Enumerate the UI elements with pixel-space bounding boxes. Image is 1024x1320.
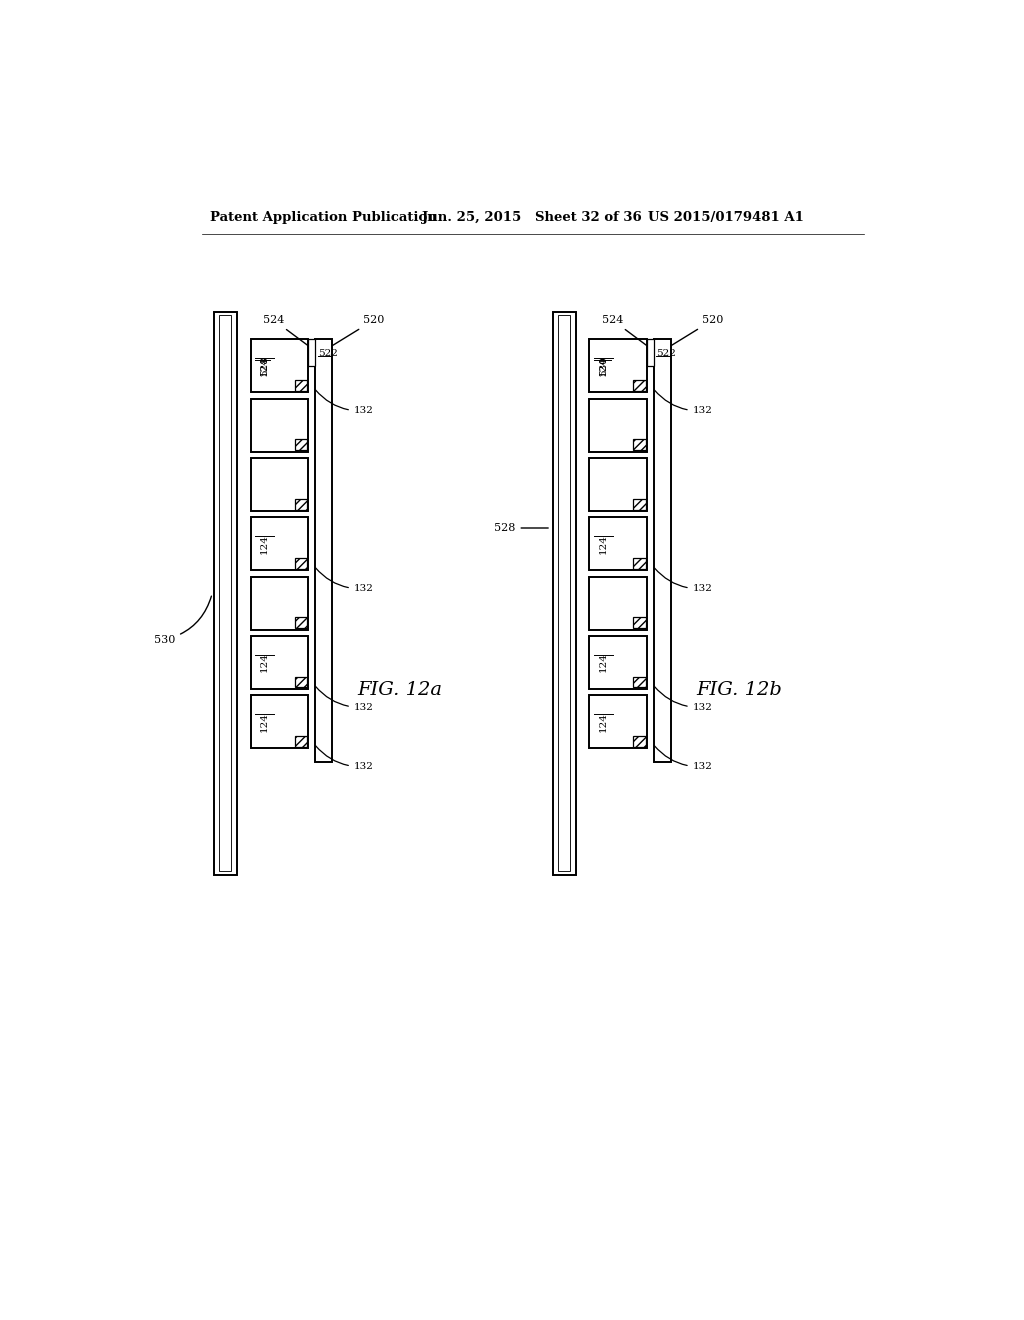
- Bar: [590, 458, 647, 511]
- Bar: [295, 558, 307, 569]
- Text: 530: 530: [599, 356, 608, 376]
- Bar: [315, 339, 333, 762]
- Bar: [251, 517, 308, 570]
- Text: Jun. 25, 2015: Jun. 25, 2015: [422, 211, 521, 224]
- Bar: [251, 458, 308, 511]
- Bar: [214, 313, 237, 875]
- Bar: [295, 440, 307, 450]
- Text: 124: 124: [599, 652, 608, 672]
- Bar: [251, 399, 308, 451]
- Bar: [295, 380, 307, 391]
- Text: 528: 528: [260, 356, 269, 376]
- Bar: [590, 339, 647, 392]
- Bar: [634, 440, 646, 450]
- Bar: [251, 636, 308, 689]
- Text: 124: 124: [260, 711, 269, 731]
- Text: 124: 124: [260, 652, 269, 672]
- Text: 528: 528: [495, 523, 548, 533]
- Text: 132: 132: [315, 746, 374, 771]
- Text: 132: 132: [315, 389, 374, 416]
- Bar: [295, 737, 307, 747]
- Bar: [634, 499, 646, 510]
- Text: 520: 520: [671, 315, 723, 346]
- Bar: [590, 577, 647, 630]
- Bar: [295, 677, 307, 688]
- Bar: [590, 696, 647, 748]
- Text: 132: 132: [654, 746, 713, 771]
- Text: 124: 124: [599, 533, 608, 553]
- Text: 132: 132: [654, 568, 713, 593]
- Bar: [590, 517, 647, 570]
- Text: US 2015/0179481 A1: US 2015/0179481 A1: [648, 211, 804, 224]
- Text: 132: 132: [654, 686, 713, 711]
- Bar: [634, 380, 646, 391]
- Text: 132: 132: [315, 686, 374, 711]
- Bar: [634, 677, 646, 688]
- Text: Sheet 32 of 36: Sheet 32 of 36: [535, 211, 642, 224]
- Text: 124: 124: [260, 533, 269, 553]
- Text: 132: 132: [315, 568, 374, 593]
- Text: Patent Application Publication: Patent Application Publication: [210, 211, 436, 224]
- Text: 522: 522: [317, 348, 338, 358]
- Text: 524: 524: [602, 315, 646, 346]
- Text: 124: 124: [599, 711, 608, 731]
- Bar: [553, 313, 575, 875]
- Text: 522: 522: [656, 348, 676, 358]
- Bar: [558, 315, 570, 871]
- Text: 124: 124: [599, 356, 608, 376]
- Text: 132: 132: [654, 389, 713, 416]
- Bar: [590, 399, 647, 451]
- Bar: [295, 618, 307, 628]
- Text: 524: 524: [263, 315, 308, 346]
- Bar: [634, 558, 646, 569]
- Text: FIG. 12b: FIG. 12b: [696, 681, 782, 698]
- Bar: [219, 315, 231, 871]
- Bar: [634, 737, 646, 747]
- Text: 520: 520: [333, 315, 384, 346]
- Bar: [251, 577, 308, 630]
- Bar: [634, 618, 646, 628]
- Bar: [590, 636, 647, 689]
- Bar: [654, 339, 671, 762]
- Bar: [308, 339, 315, 367]
- Text: 530: 530: [154, 597, 211, 644]
- Bar: [251, 696, 308, 748]
- Bar: [251, 339, 308, 392]
- Text: FIG. 12a: FIG. 12a: [357, 681, 442, 698]
- Bar: [295, 499, 307, 510]
- Text: 124: 124: [260, 356, 269, 376]
- Bar: [647, 339, 654, 367]
